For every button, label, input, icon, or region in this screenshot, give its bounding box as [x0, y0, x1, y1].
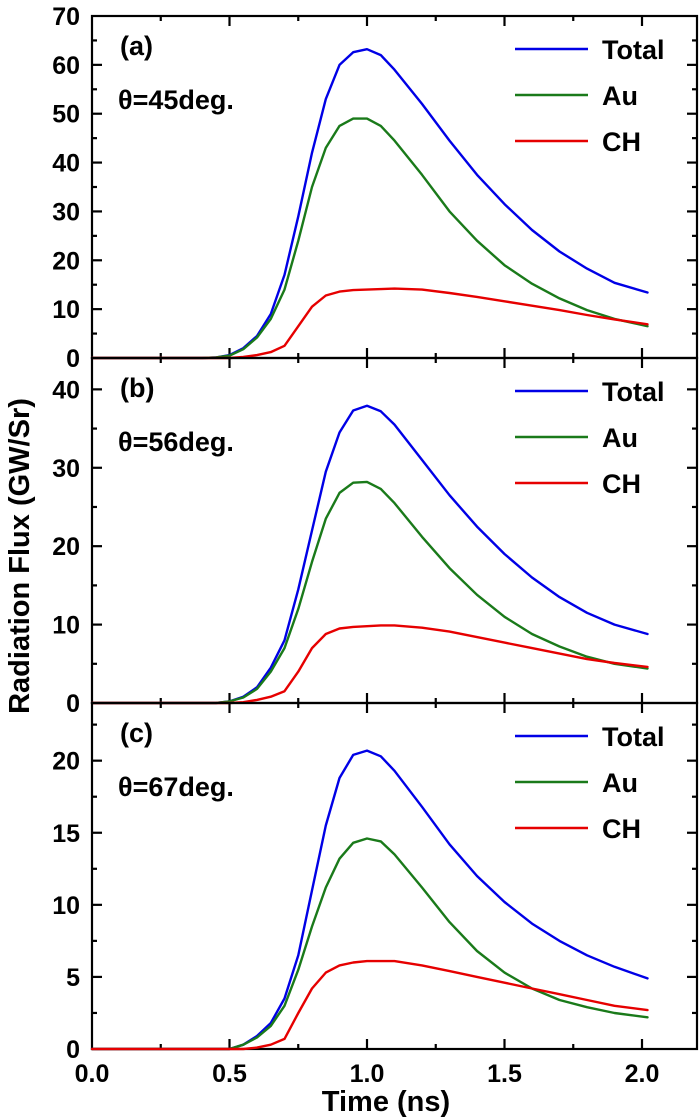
panel-label: (a) [120, 31, 153, 61]
legend-label-ch: CH [602, 814, 641, 844]
x-tick-label: 2.0 [625, 1060, 660, 1088]
legend-label-au: Au [602, 81, 638, 111]
legend-label-au: Au [602, 768, 638, 798]
angle-label: θ=67deg. [118, 772, 234, 802]
y-tick-label: 0 [66, 345, 80, 373]
legend-label-total: Total [602, 722, 665, 752]
series-line-ch [90, 287, 649, 360]
y-tick-label: 20 [52, 748, 80, 776]
x-tick-label: 1.5 [487, 1060, 522, 1088]
series-line-total [90, 749, 649, 1051]
panel-a: 0 10 20 30 40 50 60 70 Total Au CH (a) θ=45deg. [52, 3, 699, 373]
y-tick-label: 30 [52, 455, 80, 483]
panels-group: 010203040506070TotalAuCH(a)θ=45deg.01020… [52, 3, 699, 1088]
legend-label-au: Au [602, 423, 638, 453]
x-tick-label: 0.5 [212, 1060, 247, 1088]
series-line-ch [90, 959, 649, 1051]
series-line-au [90, 837, 649, 1051]
panel-label: (c) [120, 718, 153, 748]
plot-frame [90, 14, 699, 360]
x-tick-label: 0.0 [75, 1060, 110, 1088]
legend-label-ch: CH [602, 127, 641, 157]
plot-frame [90, 356, 699, 705]
y-tick-label: 40 [52, 150, 80, 178]
legend-label-total: Total [602, 377, 665, 407]
y-tick-label: 20 [52, 533, 80, 561]
y-tick-label: 20 [52, 247, 80, 275]
legend-label-ch: CH [602, 469, 641, 499]
angle-label: θ=45deg. [118, 85, 234, 115]
y-tick-label: 10 [52, 892, 80, 920]
series-line-au [90, 117, 649, 360]
series-line-au [90, 480, 649, 705]
x-tick-label: 1.0 [350, 1060, 385, 1088]
y-tick-label: 10 [52, 296, 80, 324]
series-line-total [90, 404, 649, 705]
y-tick-label: 40 [52, 376, 80, 404]
y-tick-label: 30 [52, 198, 80, 226]
panel-c: 0 5 10 15 20 0.0 0.5 1.0 1.5 2.0 Total Au CH (c) θ=67d… [52, 701, 699, 1088]
y-axis-title: Radiation Flux (GW/Sr) [4, 398, 36, 714]
y-tick-label: 15 [52, 820, 80, 848]
plot-frame [90, 701, 699, 1051]
angle-label: θ=56deg. [118, 427, 234, 457]
series-line-ch [90, 624, 649, 705]
legend-label-total: Total [602, 35, 665, 65]
y-tick-label: 70 [52, 3, 80, 31]
panel-label: (b) [120, 373, 154, 403]
y-tick-label: 60 [52, 52, 80, 80]
panel-b: 0 10 20 30 40 Total Au CH (b) θ=56deg. [52, 356, 699, 718]
x-axis-title: Time (ns) [322, 1086, 450, 1118]
y-tick-label: 5 [66, 964, 80, 992]
y-tick-label: 10 [52, 612, 80, 640]
y-tick-label: 0 [66, 690, 80, 718]
y-tick-label: 50 [52, 101, 80, 129]
y-tick-label: 0 [66, 1036, 80, 1064]
